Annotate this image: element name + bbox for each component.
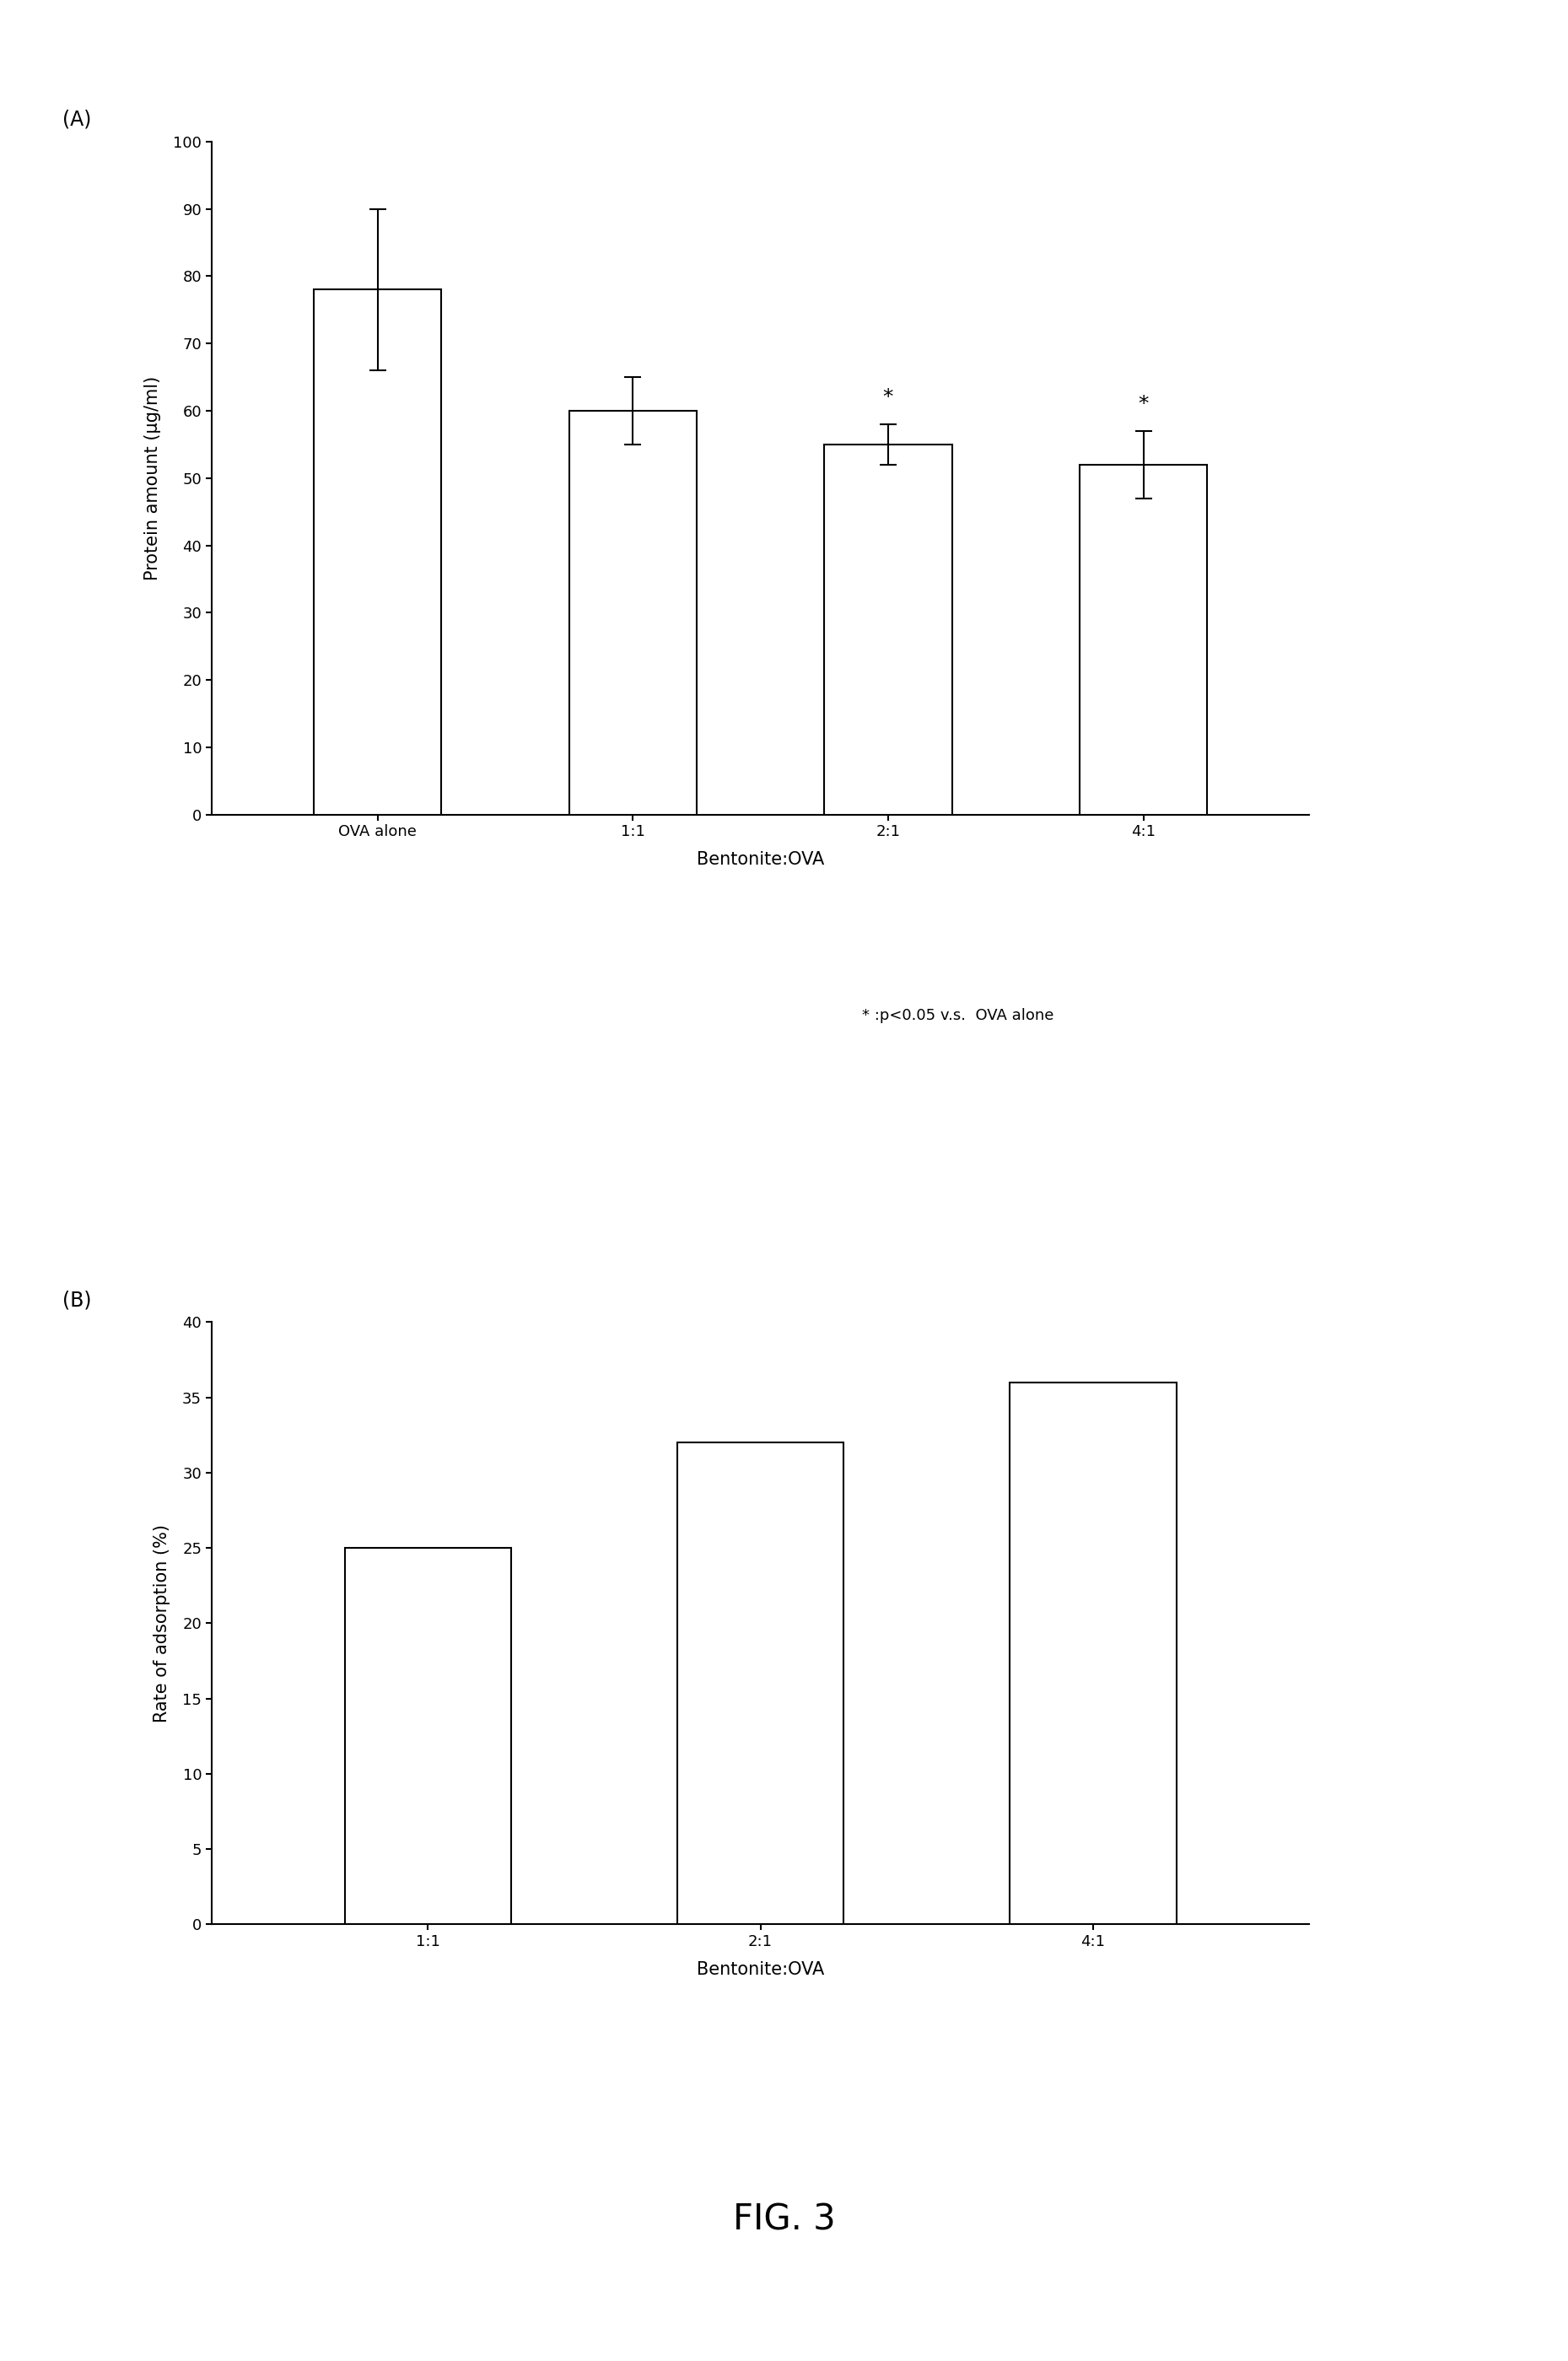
Y-axis label: Rate of adsorption (%): Rate of adsorption (%) [154, 1525, 171, 1721]
Text: (A): (A) [63, 109, 91, 130]
Bar [1079, 465, 1207, 815]
X-axis label: Bentonite:OVA: Bentonite:OVA [696, 1962, 825, 1979]
Bar [825, 444, 952, 815]
Y-axis label: Protein amount (μg/ml): Protein amount (μg/ml) [144, 375, 162, 581]
Text: *: * [883, 387, 894, 408]
Text: *: * [1138, 394, 1149, 413]
Bar [345, 1549, 511, 1924]
X-axis label: Bentonite:OVA: Bentonite:OVA [696, 852, 825, 869]
Bar [1010, 1384, 1176, 1924]
Bar [569, 411, 696, 815]
Bar [677, 1443, 844, 1924]
Text: (B): (B) [63, 1289, 93, 1310]
Text: FIG. 3: FIG. 3 [732, 2200, 836, 2238]
Bar [314, 290, 442, 815]
Text: * :p<0.05 v.s.  OVA alone: * :p<0.05 v.s. OVA alone [862, 1008, 1054, 1022]
